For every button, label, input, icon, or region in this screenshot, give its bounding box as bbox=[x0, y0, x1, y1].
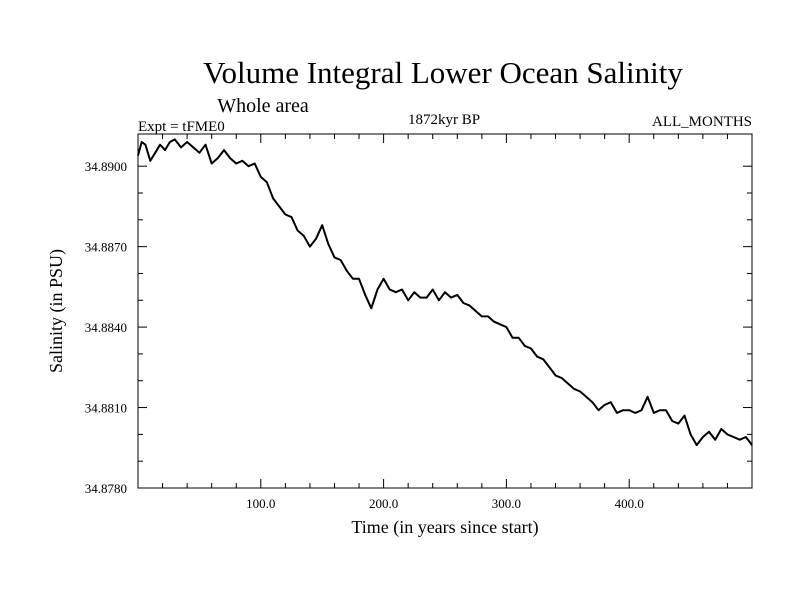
y-tick-label: 34.8870 bbox=[85, 240, 127, 255]
x-axis: 100.0 200.0 300.0 400.0 bbox=[162, 134, 728, 511]
x-tick-label: 400.0 bbox=[615, 496, 644, 511]
y-tick-label: 34.8840 bbox=[85, 320, 127, 335]
time-label: 1872kyr BP bbox=[408, 112, 480, 128]
chart-title: Volume Integral Lower Ocean Salinity bbox=[203, 55, 683, 90]
y-axis-label: Salinity (in PSU) bbox=[46, 249, 67, 373]
experiment-label: Expt = tFME0 bbox=[138, 119, 225, 135]
y-axis: 34.8780 34.8810 34.8840 34.8870 34.8900 bbox=[85, 159, 752, 496]
x-tick-label: 300.0 bbox=[492, 496, 521, 511]
plot-frame bbox=[137, 133, 753, 489]
series-group bbox=[137, 138, 753, 447]
y-tick-label: 34.8810 bbox=[85, 401, 127, 416]
x-tick-label: 100.0 bbox=[246, 496, 275, 511]
series-line-salinity bbox=[137, 138, 753, 447]
x-tick-label: 200.0 bbox=[369, 496, 398, 511]
months-label: ALL_MONTHS bbox=[652, 114, 752, 130]
chart-subtitle: Whole area bbox=[217, 95, 309, 117]
y-tick-label: 34.8900 bbox=[85, 159, 127, 174]
x-axis-label: Time (in years since start) bbox=[351, 517, 538, 538]
y-tick-label: 34.8780 bbox=[85, 481, 127, 496]
